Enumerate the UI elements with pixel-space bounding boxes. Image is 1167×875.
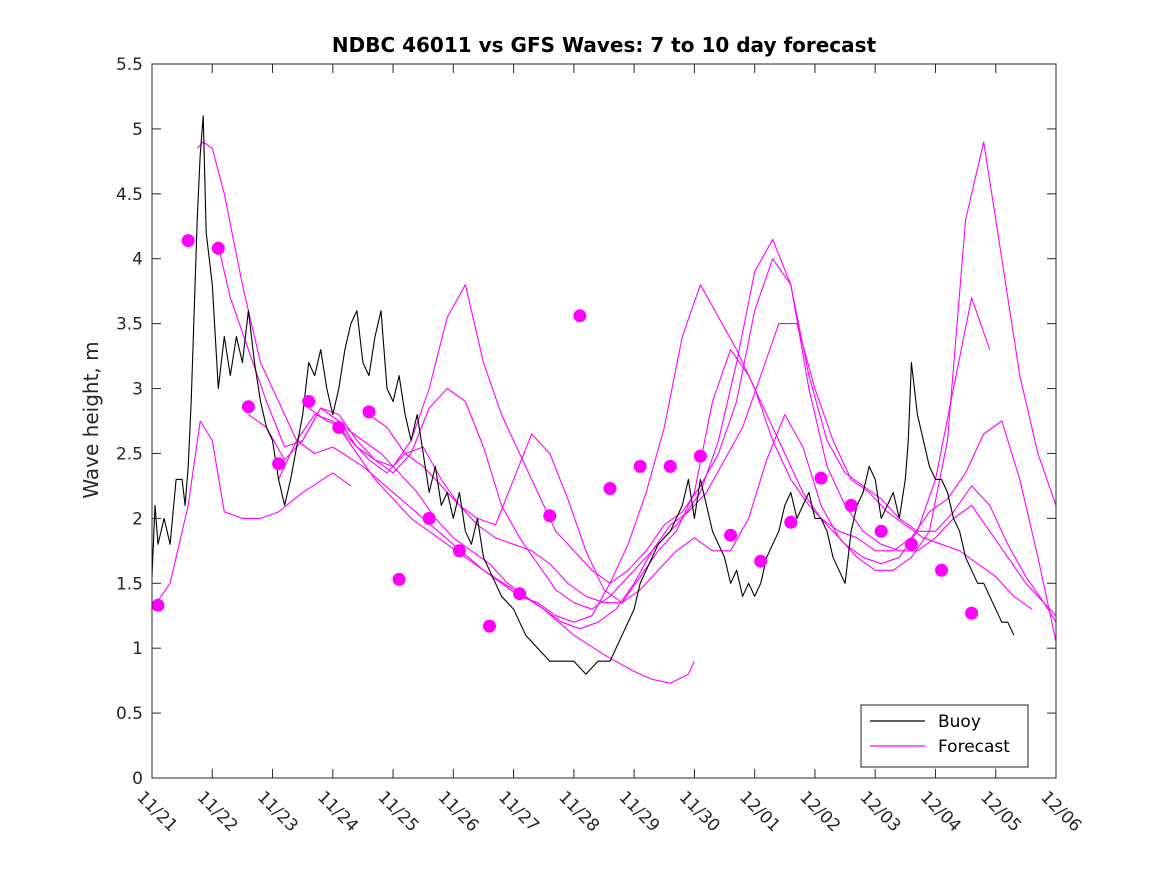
forecast-marker	[573, 309, 587, 323]
x-tick-label: 11/30	[675, 787, 724, 836]
x-tick-label: 12/05	[976, 787, 1025, 836]
forecast-marker	[663, 459, 677, 473]
legend-box	[860, 704, 1029, 768]
legend-buoy-label: Buoy	[938, 712, 981, 732]
forecast-line-2	[196, 141, 695, 684]
forecast-marker	[904, 537, 918, 551]
forecast-marker	[392, 572, 406, 586]
forecast-marker	[151, 598, 165, 612]
forecast-marker	[965, 606, 979, 620]
forecast-marker	[784, 515, 798, 529]
forecast-markers	[151, 234, 979, 633]
chart-title: NDBC 46011 vs GFS Waves: 7 to 10 day for…	[332, 33, 877, 57]
y-tick-label: 3.5	[116, 315, 143, 335]
forecast-marker	[754, 554, 768, 568]
forecast-line-8	[368, 349, 1056, 642]
x-tick-label: 12/01	[735, 787, 784, 836]
forecast-marker	[543, 509, 557, 523]
x-tick-label: 11/25	[374, 787, 423, 836]
y-tick-label: 0.5	[116, 704, 143, 724]
forecast-marker	[272, 457, 286, 471]
forecast-marker	[724, 528, 738, 542]
forecast-marker	[302, 395, 316, 408]
y-tick-label: 3	[132, 380, 143, 400]
legend-forecast-label: Forecast	[938, 737, 1010, 757]
y-tick-label: 2.5	[116, 444, 143, 464]
forecast-marker	[874, 524, 888, 538]
x-tick-label: 11/27	[494, 787, 543, 836]
forecast-line-6	[308, 323, 1033, 630]
legend: Buoy Forecast	[860, 704, 1029, 768]
forecast-marker	[452, 544, 466, 558]
y-tick-label: 0	[132, 769, 143, 789]
x-tick-label: 11/26	[434, 787, 483, 836]
forecast-line-3	[217, 238, 1056, 623]
y-tick-label: 5.5	[116, 55, 143, 75]
y-tick-label: 4.5	[116, 185, 143, 205]
y-tick-label: 4	[132, 250, 143, 270]
y-tick-label: 2	[132, 509, 143, 529]
forecast-marker	[814, 471, 828, 485]
x-tick-label: 12/06	[1036, 787, 1085, 836]
forecast-marker	[844, 498, 858, 512]
forecast-marker	[422, 511, 436, 525]
forecast-line-4	[248, 258, 1056, 617]
forecast-marker	[935, 563, 948, 577]
x-tick-label: 12/03	[856, 787, 905, 836]
y-tick-label: 1	[132, 639, 143, 659]
y-tick-label: 1.5	[116, 574, 143, 594]
y-tick-label: 5	[132, 120, 143, 140]
forecast-marker	[181, 234, 195, 248]
series-group	[152, 115, 1056, 684]
forecast-line-5	[278, 141, 1056, 604]
x-tick-label: 11/24	[313, 787, 362, 836]
x-tick-label: 11/29	[615, 787, 664, 836]
forecast-line-7	[338, 284, 991, 623]
x-tick-label: 12/04	[916, 787, 965, 836]
y-axis-label: Wave height, m	[79, 341, 103, 498]
forecast-marker	[483, 619, 496, 633]
forecast-marker	[211, 241, 225, 255]
plot-background	[152, 64, 1056, 778]
forecast-marker	[693, 449, 707, 463]
forecast-marker	[633, 459, 647, 473]
x-tick-label: 12/02	[795, 787, 844, 836]
x-tick-label: 11/21	[132, 787, 181, 836]
buoy-line	[152, 115, 1015, 675]
forecast-marker	[513, 587, 527, 601]
forecast-marker	[241, 400, 255, 414]
x-tick-label: 11/23	[253, 787, 302, 836]
x-tick-label: 11/22	[193, 787, 242, 836]
forecast-marker	[362, 405, 376, 419]
axes-frame	[151, 63, 1057, 779]
plot-area	[151, 64, 1056, 778]
forecast-marker	[603, 482, 617, 495]
forecast-marker	[332, 421, 346, 434]
x-tick-label: 11/28	[554, 787, 603, 836]
forecast-line-1	[152, 420, 352, 610]
